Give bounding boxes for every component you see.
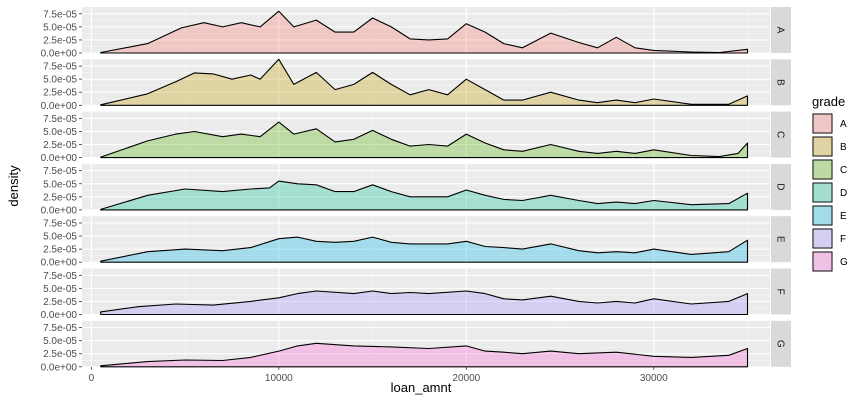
facet-strip xyxy=(771,111,791,158)
facet-panel-e: 0.0e+00 2.5e-05 5.0e-05 7.5e-05 E xyxy=(41,216,791,269)
facet-strip-label: G xyxy=(775,340,786,348)
legend-label: A xyxy=(840,119,847,130)
legend-swatch-g xyxy=(812,251,833,272)
y-tick-label: 2.5e-05 xyxy=(43,297,77,308)
facet-panel-f: 0.0e+00 2.5e-05 5.0e-05 7.5e-05 F xyxy=(41,268,791,321)
facet-strip xyxy=(771,7,791,53)
panel-background xyxy=(82,7,770,53)
y-tick-label: 5.0e-05 xyxy=(43,22,77,33)
y-tick-label: 7.5e-05 xyxy=(43,218,77,229)
x-tick-label: 0 xyxy=(89,373,95,384)
y-axis-title: density xyxy=(6,165,21,207)
legend-key-background xyxy=(812,228,833,249)
facet-panels: 0.0e+00 2.5e-05 5.0e-05 7.5e-05 A 0.0e+00 2.5e… xyxy=(41,7,791,373)
facet-strip xyxy=(771,216,791,263)
density-area-c xyxy=(100,121,749,159)
facet-panel-a: 0.0e+00 2.5e-05 5.0e-05 7.5e-05 A xyxy=(41,7,791,60)
y-tick-label: 7.5e-05 xyxy=(43,166,77,177)
legend-label: D xyxy=(840,188,847,199)
legend-title: grade xyxy=(812,94,845,109)
y-tick-label: 2.5e-05 xyxy=(43,35,77,46)
legend-swatch-e xyxy=(812,205,833,226)
y-tick-label: 7.5e-05 xyxy=(43,114,77,125)
y-tick-label: 0.0e+00 xyxy=(41,101,78,112)
facet-strip xyxy=(771,320,791,367)
facet-panel-c: 0.0e+00 2.5e-05 5.0e-05 7.5e-05 C xyxy=(41,111,791,164)
panel-background xyxy=(82,216,770,263)
facet-strip-label: E xyxy=(775,236,786,243)
y-tick-label: 7.5e-05 xyxy=(43,323,77,334)
y-tick-label: 0.0e+00 xyxy=(41,362,78,373)
facet-strip-label: B xyxy=(775,79,786,86)
y-tick-label: 2.5e-05 xyxy=(43,88,77,99)
panel-background xyxy=(82,268,770,315)
legend-key-background xyxy=(812,205,833,226)
legend-label: F xyxy=(840,234,846,245)
x-tick-label: 20000 xyxy=(452,373,480,384)
facet-strip-label: F xyxy=(775,288,786,294)
legend-key-background xyxy=(812,113,833,134)
density-area-a xyxy=(100,10,749,54)
legend-label: G xyxy=(840,257,848,268)
x-axis-title: loan_amnt xyxy=(391,380,452,395)
density-area-e xyxy=(100,236,749,263)
legend-swatch-f xyxy=(812,228,833,249)
x-tick-label: 10000 xyxy=(265,373,293,384)
y-tick-label: 2.5e-05 xyxy=(43,192,77,203)
legend: grade A B C D E F G xyxy=(812,94,848,272)
y-tick-label: 5.0e-05 xyxy=(43,127,77,138)
y-tick-label: 2.5e-05 xyxy=(43,140,77,151)
y-tick-label: 2.5e-05 xyxy=(43,245,77,256)
facet-panel-d: 0.0e+00 2.5e-05 5.0e-05 7.5e-05 D xyxy=(41,163,791,216)
y-tick-label: 0.0e+00 xyxy=(41,153,78,164)
facet-panel-g: 0.0e+00 2.5e-05 5.0e-05 7.5e-05 G xyxy=(41,320,791,373)
legend-key-background xyxy=(812,159,833,180)
density-area-g xyxy=(100,342,749,368)
y-tick-label: 7.5e-05 xyxy=(43,62,77,73)
density-area-b xyxy=(100,58,749,106)
facet-strip xyxy=(771,163,791,210)
facet-strip-label: C xyxy=(775,131,786,138)
legend-swatch-d xyxy=(812,182,833,203)
density-area-f xyxy=(100,290,749,316)
legend-swatch-b xyxy=(812,136,833,157)
y-tick-label: 0.0e+00 xyxy=(41,49,78,60)
legend-label: E xyxy=(840,211,847,222)
y-tick-label: 5.0e-05 xyxy=(43,232,77,243)
y-tick-label: 0.0e+00 xyxy=(41,258,78,269)
panel-background xyxy=(82,163,770,210)
legend-key-background xyxy=(812,251,833,272)
y-tick-label: 2.5e-05 xyxy=(43,349,77,360)
y-tick-label: 5.0e-05 xyxy=(43,284,77,295)
y-tick-label: 5.0e-05 xyxy=(43,336,77,347)
panel-background xyxy=(82,59,770,106)
legend-label: B xyxy=(840,142,847,153)
panel-background xyxy=(82,320,770,367)
density-area-d xyxy=(100,180,749,211)
x-axis: 0 10000 20000 30000 xyxy=(89,366,668,384)
facet-panel-b: 0.0e+00 2.5e-05 5.0e-05 7.5e-05 B xyxy=(41,58,791,112)
y-tick-label: 5.0e-05 xyxy=(43,179,77,190)
y-tick-label: 7.5e-05 xyxy=(43,9,77,20)
facet-strip-label: D xyxy=(775,183,786,190)
legend-key-background xyxy=(812,182,833,203)
legend-swatch-c xyxy=(812,159,833,180)
facet-strip xyxy=(771,59,791,106)
facet-strip-label: A xyxy=(775,27,786,34)
y-tick-label: 5.0e-05 xyxy=(43,75,77,86)
y-tick-label: 0.0e+00 xyxy=(41,205,78,216)
x-tick-label: 30000 xyxy=(640,373,668,384)
y-tick-label: 0.0e+00 xyxy=(41,310,78,321)
legend-swatch-a xyxy=(812,113,833,134)
facet-strip xyxy=(771,268,791,315)
legend-label: C xyxy=(840,165,847,176)
y-tick-label: 7.5e-05 xyxy=(43,271,77,282)
legend-key-background xyxy=(812,136,833,157)
